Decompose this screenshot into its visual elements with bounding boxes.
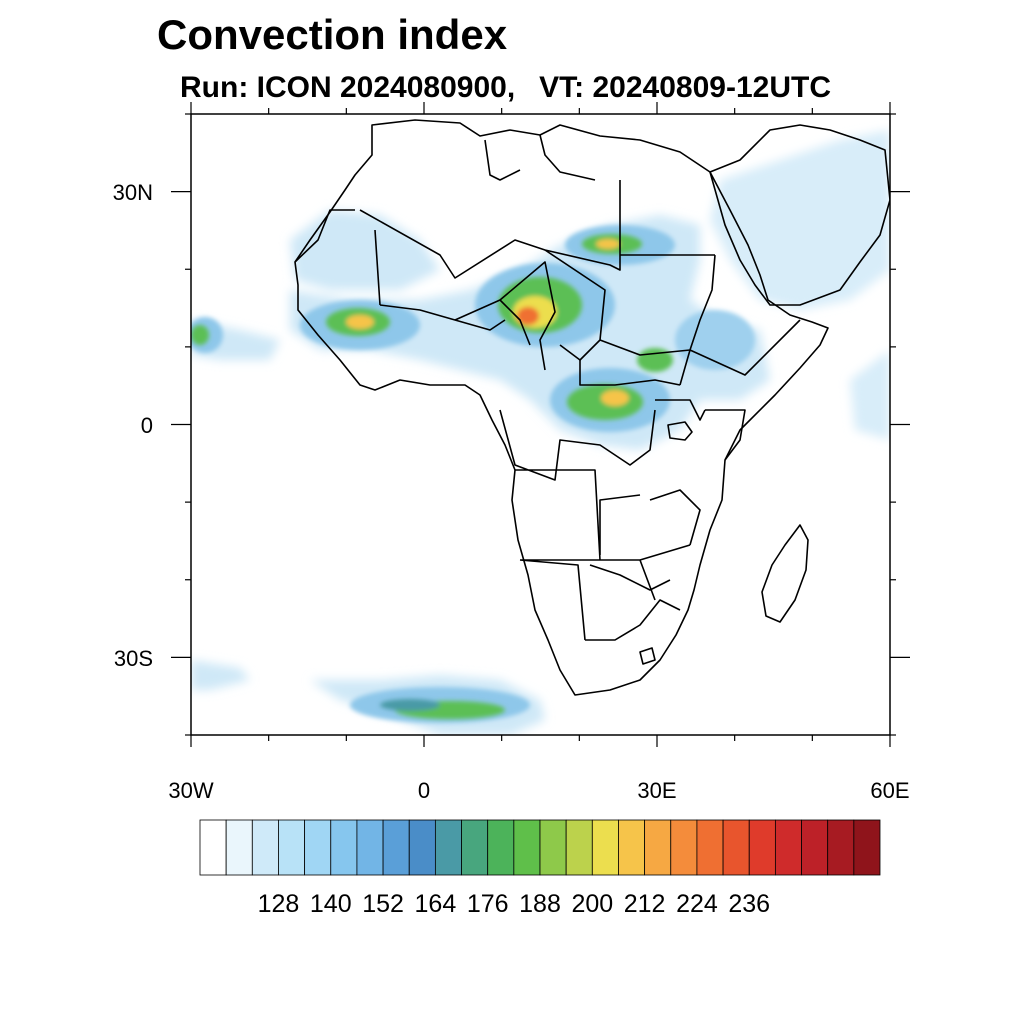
colorbar-label: 212	[624, 890, 666, 918]
axis-ticks	[171, 102, 910, 747]
colorbar-swatch	[225, 819, 253, 876]
madagascar-coastline	[761, 524, 809, 623]
valid-time-label: VT: 20240809-12UTC	[539, 71, 831, 104]
colorbar-label: 200	[571, 890, 613, 918]
africa-coastline	[294, 119, 829, 696]
colorbar-swatch	[487, 819, 515, 876]
lake-victoria	[667, 421, 693, 441]
y-tick-label-30s: 30S	[114, 646, 153, 671]
colorbar-swatch	[434, 819, 462, 876]
convection-field-mid	[191, 225, 755, 723]
border-maghreb	[294, 134, 621, 306]
colorbar-label: 164	[415, 890, 457, 918]
coastlines-borders	[294, 119, 890, 696]
colorbar-swatch	[591, 819, 619, 876]
colorbar-swatch	[408, 819, 436, 876]
colorbar-swatch	[618, 819, 646, 876]
y-tick-label-30n: 30N	[113, 180, 153, 205]
colorbar-swatch	[565, 819, 593, 876]
core-sudan-yellow	[596, 239, 620, 249]
colorbar-swatch	[539, 819, 567, 876]
core-central-yellow	[601, 390, 629, 406]
core-sa-teal	[380, 699, 440, 711]
chart-title: Convection index	[157, 11, 508, 58]
colorbar-swatch	[722, 819, 750, 876]
x-tick-label-0: 0	[418, 778, 430, 803]
colorbar-swatch	[748, 819, 776, 876]
colorbar-swatch	[461, 819, 489, 876]
colorbar-swatch	[356, 819, 384, 876]
core-chad-orange	[517, 307, 539, 325]
y-tick-label-0: 0	[141, 413, 153, 438]
colorbar-label: 152	[362, 890, 404, 918]
colorbar-swatch	[827, 819, 855, 876]
run-label: Run: ICON 2024080900,	[180, 71, 516, 104]
lesotho	[639, 647, 656, 665]
x-tick-label-30w: 30W	[168, 778, 213, 803]
core-west-yellow	[346, 315, 374, 329]
colorbar-swatch	[670, 819, 698, 876]
field-arabia	[710, 130, 890, 310]
border-southern-africa	[589, 489, 701, 591]
colorbar-swatch	[801, 819, 829, 876]
colorbar-swatch	[251, 819, 279, 876]
border-sahel	[379, 249, 606, 371]
cell-ethiopia	[675, 310, 755, 370]
arabia-coastline	[709, 124, 890, 306]
core-atlantic-green	[191, 325, 209, 345]
field-southwest	[191, 660, 250, 690]
convection-field-high	[191, 234, 673, 719]
colorbar-swatch	[278, 819, 306, 876]
colorbar-label: 176	[467, 890, 509, 918]
map-plot-area	[191, 114, 890, 735]
colorbar-label: 236	[728, 890, 770, 918]
colorbar-label: 224	[676, 890, 718, 918]
colorbar-label: 128	[258, 890, 300, 918]
colorbar-swatch	[696, 819, 724, 876]
colorbar-swatch	[199, 819, 227, 876]
field-west-africa	[290, 210, 440, 290]
chart-subtitle: Run: ICON 2024080900, VT: 20240809-12UTC	[180, 73, 831, 103]
border-central-africa	[499, 409, 691, 641]
x-tick-label-30e: 30E	[637, 778, 676, 803]
colorbar-swatch	[382, 819, 410, 876]
colorbar-swatch	[513, 819, 541, 876]
colorbar-swatch	[330, 819, 358, 876]
colorbar-swatch	[644, 819, 672, 876]
x-tick-label-60e: 60E	[870, 778, 909, 803]
colorbar: 128 140 152 164 176 188 200 212 224 236	[199, 819, 881, 918]
colorbar-swatch	[774, 819, 802, 876]
border-east-africa	[579, 254, 801, 461]
field-indian-ocean	[850, 350, 890, 440]
colorbar-swatch	[853, 819, 881, 876]
colorbar-label: 188	[519, 890, 561, 918]
colorbar-swatch	[304, 819, 332, 876]
colorbar-label: 140	[310, 890, 352, 918]
